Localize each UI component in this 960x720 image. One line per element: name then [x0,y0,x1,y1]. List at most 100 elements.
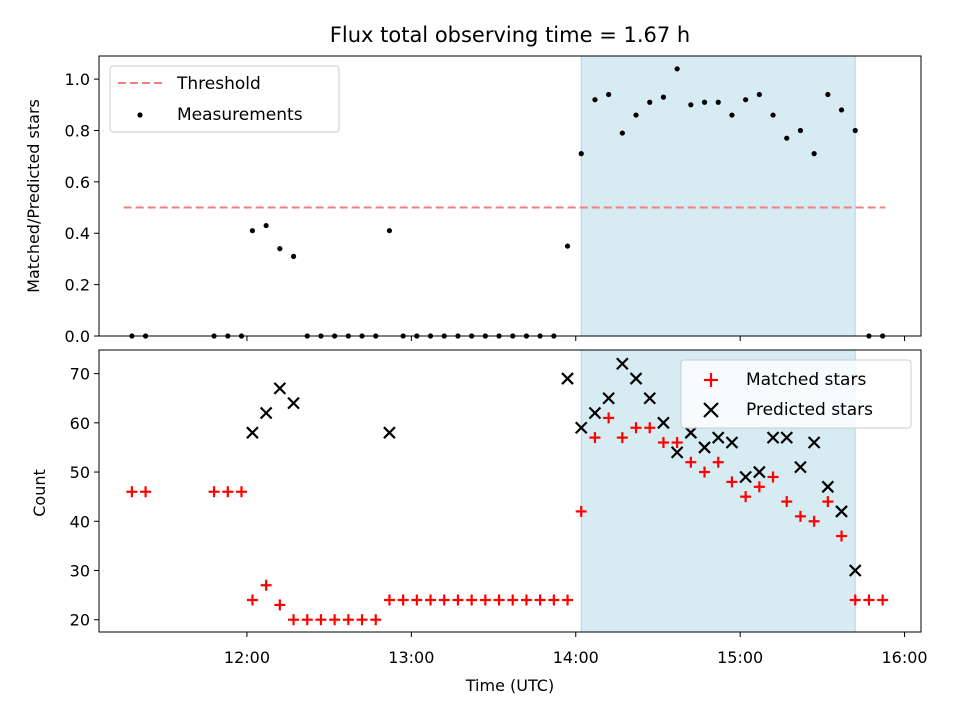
bottom-y-ticks: 20 30 40 50 60 70 [70,365,99,630]
x-stroke-b [259,406,273,420]
matched-star-point [246,594,258,606]
matched-star-point [699,466,711,478]
x-stroke-b [698,441,711,454]
matched-star-point [452,594,464,606]
measurement-point [852,127,858,134]
predicted-star-point [794,460,807,474]
y-tick-label: 70 [70,365,90,384]
top-chart-title: Flux total observing time = 1.67 h [330,23,690,47]
predicted-star-point [739,470,752,484]
predicted-star-point [835,505,848,518]
predicted-star-point [629,372,643,385]
predicted-star-point [616,357,629,371]
top-legend: Threshold Measurements [109,65,340,133]
predicted-star-point [698,441,711,454]
predicted-star-point [807,436,821,449]
legend-matched-swatch [704,373,718,387]
matched-star-point [603,412,615,424]
matched-star-point [657,437,669,449]
matched-star-point [877,594,889,606]
measurement-point [619,130,625,136]
top-y-axis-label: Matched/Predicted stars [24,99,43,293]
measurement-point [277,246,283,252]
matched-star-point [534,594,546,606]
measurement-point [386,228,393,234]
matched-star-point [740,491,752,503]
y-tick-label: 0.8 [65,121,90,140]
y-tick-label: 0.2 [65,276,90,295]
matched-star-point [836,530,848,542]
x-stroke-b [383,426,396,439]
measurement-point [797,127,804,134]
predicted-star-point [657,416,670,430]
matched-star-point [140,486,152,498]
x-stroke-b [602,391,615,405]
shaded-span-rect [580,55,856,337]
matched-star-point [315,614,327,626]
top-plot-frame [98,55,922,337]
matched-star-point [520,594,532,606]
x-stroke-b [807,436,821,449]
predicted-star-point [383,426,396,439]
y-tick-label: 0.0 [65,327,90,346]
matched-star-point [493,594,505,606]
y-tick-label: 1.0 [65,70,90,89]
y-tick-label: 0.4 [65,224,90,243]
matched-star-point [288,614,300,626]
legend-matched-label: Matched stars [746,370,866,390]
matched-star-point [370,614,382,626]
x-stroke-b [643,391,657,405]
measurement-point [729,112,735,118]
matched-star-point [274,599,286,611]
measurement-point [564,243,571,249]
predicted-star-point [753,465,766,479]
bottom-x-ticks: 12:00 13:00 14:00 15:00 16:00 [224,632,928,667]
matched-star-point [630,422,642,434]
x-stroke-b [246,426,259,439]
x-stroke-b [588,406,602,420]
matched-star-point [208,486,220,498]
legend-threshold-label: Threshold [176,74,261,94]
x-stroke-b [574,421,588,435]
matched-star-point [616,432,628,444]
predicted-star-point [670,446,684,459]
matched-star-point [589,432,601,444]
bottom-y-axis-label: Count [30,469,49,517]
matched-star-point [438,594,450,606]
measurement-point [838,107,845,113]
bottom-plot-frame [98,349,922,633]
measurement-point [290,253,297,259]
matched-star-point [644,422,656,434]
legend-measurements-label: Measurements [177,105,303,125]
x-stroke-b [725,436,739,449]
x-tick-label: 15:00 [717,648,763,667]
matched-star-point [222,486,234,498]
predicted-star-point [711,431,725,444]
matched-star-point [863,594,875,606]
top-observing-span [580,55,856,337]
x-tick-label: 14:00 [553,648,599,667]
matched-star-point [726,476,738,488]
predicted-star-point [725,436,739,449]
predicted-star-point [643,391,657,405]
top-x-ticks [246,336,906,341]
measurement-point [660,94,667,100]
matched-star-point [329,614,341,626]
x-stroke-b [739,470,752,484]
x-stroke-b [753,465,766,479]
measurement-point [633,112,639,118]
x-stroke-b [835,505,848,518]
x-stroke-b [848,564,862,577]
measurement-point [674,66,680,72]
matched-star-point [767,471,779,483]
predicted-star-point [602,391,615,405]
matched-star-point [383,594,395,606]
matched-star-point [260,579,272,591]
bottom-legend-box [680,359,912,429]
measurement-point [756,91,762,98]
bottom-legend: Matched stars Predicted stars [680,359,912,429]
measurement-point [770,112,776,118]
predicted-star-point [766,431,780,444]
predicted-star-point [246,426,259,439]
star-count-panel: 20 30 40 50 60 70 12:00 13:00 14:00 15:00 16:00 C… [30,349,928,695]
